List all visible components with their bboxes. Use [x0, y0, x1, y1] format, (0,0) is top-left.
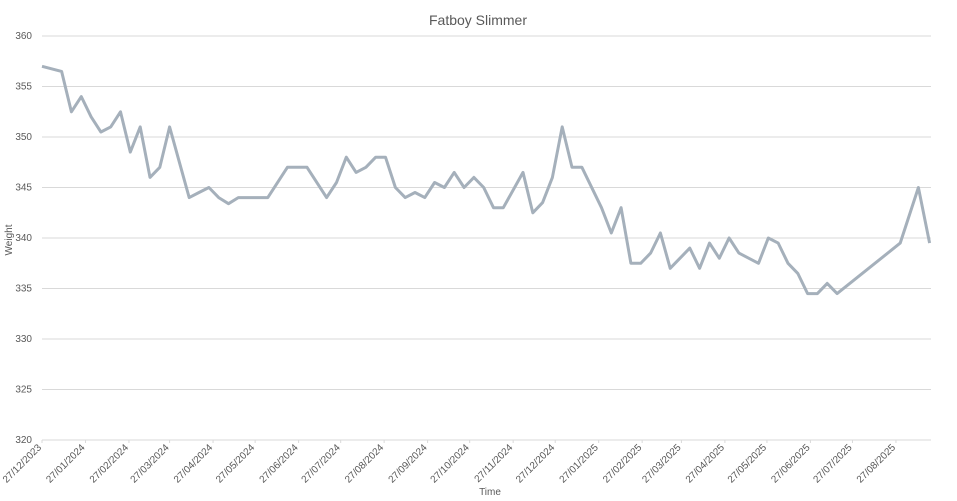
- x-tick-label: 27/12/2024: [514, 442, 557, 485]
- x-axis-label: Time: [479, 487, 501, 498]
- y-tick-label: 360: [15, 31, 32, 42]
- x-tick-label: 27/05/2024: [214, 442, 257, 485]
- x-tick-label: 27/07/2024: [300, 442, 343, 485]
- x-tick-label: 27/05/2025: [726, 442, 769, 485]
- x-tick-label: 27/03/2024: [129, 442, 172, 485]
- x-tick-label: 27/04/2025: [684, 442, 727, 485]
- x-tick-label: 27/11/2024: [473, 442, 516, 485]
- y-tick-label: 345: [15, 183, 32, 194]
- data-line: [41, 64, 932, 296]
- x-tick-label: 27/09/2024: [387, 442, 430, 485]
- y-tick-label: 350: [15, 132, 32, 143]
- x-tick-label: 27/12/2023: [1, 442, 44, 485]
- chart-title: Fatboy Slimmer: [429, 12, 527, 28]
- y-tick-label: 340: [15, 233, 32, 244]
- x-tick-label: 27/08/2024: [343, 442, 386, 485]
- x-tick-label: 27/10/2024: [429, 442, 472, 485]
- y-tick-label: 325: [15, 385, 32, 396]
- x-tick-label: 27/06/2024: [258, 442, 301, 485]
- x-tick-label: 27/04/2024: [172, 442, 215, 485]
- x-tick-label: 27/01/2024: [44, 442, 87, 485]
- y-tick-label: 355: [15, 82, 32, 93]
- x-tick-label: 27/01/2025: [558, 442, 601, 485]
- y-axis-label: Weight: [4, 224, 15, 255]
- x-tick-label: 27/03/2025: [640, 442, 683, 485]
- y-tick-label: 320: [15, 435, 32, 446]
- x-tick-label: 27/06/2025: [769, 442, 812, 485]
- x-tick-label: 27/02/2025: [601, 442, 644, 485]
- y-tick-label: 330: [15, 334, 32, 345]
- x-tick-label: 27/08/2025: [855, 442, 898, 485]
- y-tick-label: 335: [15, 284, 32, 295]
- x-tick-label: 27/07/2025: [811, 442, 854, 485]
- x-tick-label: 27/02/2024: [88, 442, 131, 485]
